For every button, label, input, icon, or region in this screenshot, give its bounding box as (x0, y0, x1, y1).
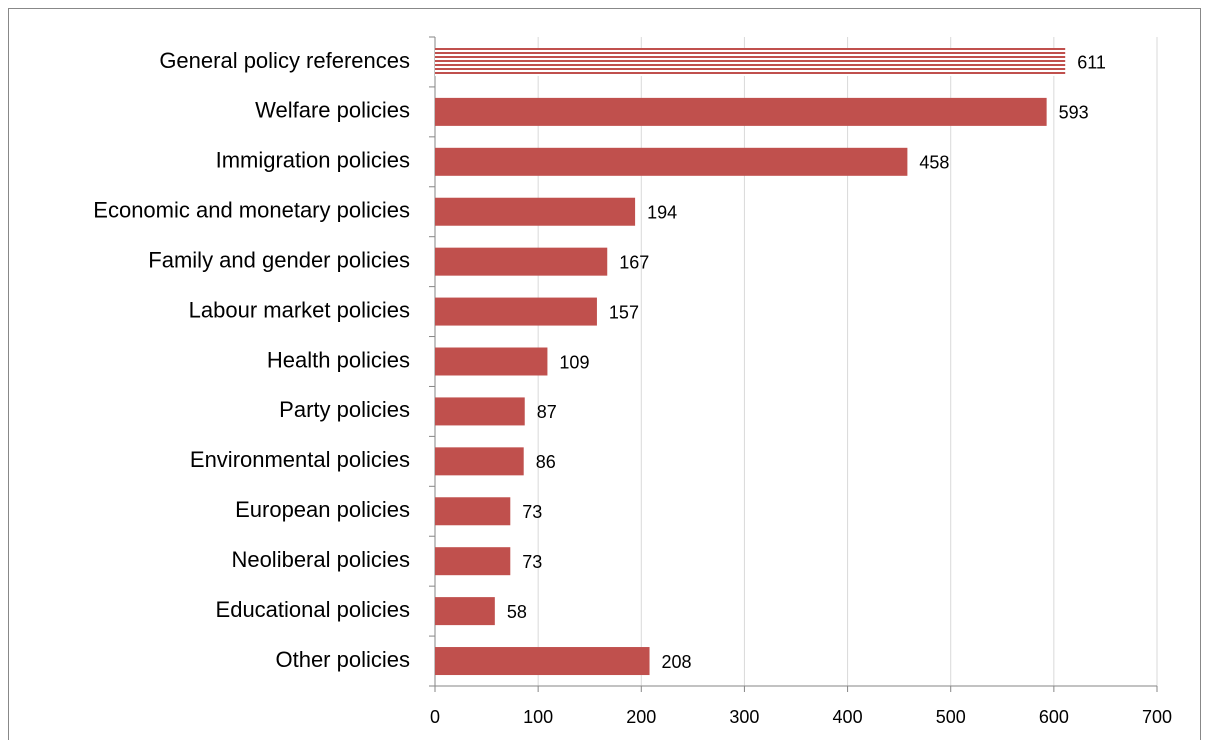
x-tick-label: 100 (523, 707, 553, 727)
bar (435, 347, 548, 376)
y-tick-label: Health policies (267, 347, 410, 372)
bar (435, 147, 908, 176)
y-tick-label: Educational policies (216, 597, 410, 622)
data-label: 611 (1077, 53, 1106, 73)
data-label: 58 (507, 602, 527, 622)
data-label: 73 (522, 502, 542, 522)
x-tick-label: 300 (729, 707, 759, 727)
bar (435, 247, 608, 276)
data-label: 86 (536, 452, 556, 472)
y-tick-label: General policy references (159, 48, 410, 73)
data-label: 87 (537, 402, 557, 422)
y-tick-label: Family and gender policies (148, 247, 410, 272)
bar (435, 97, 1047, 126)
bar (435, 597, 495, 626)
data-label: 157 (609, 302, 639, 322)
y-tick-label: Welfare policies (255, 98, 410, 123)
x-tick-label: 600 (1039, 707, 1069, 727)
bar (435, 547, 511, 576)
data-label: 593 (1059, 103, 1089, 123)
y-tick-label: Other policies (275, 647, 410, 672)
bar (435, 197, 636, 226)
y-tick-label: Environmental policies (190, 447, 410, 472)
bar (435, 497, 511, 526)
data-label: 208 (662, 652, 692, 672)
bar (435, 447, 524, 476)
x-tick-label: 700 (1142, 707, 1172, 727)
data-label: 167 (619, 252, 649, 272)
x-tick-label: 500 (936, 707, 966, 727)
data-label: 458 (919, 153, 949, 173)
data-label: 109 (559, 352, 589, 372)
y-tick-label: Economic and monetary policies (93, 198, 410, 223)
bar (435, 647, 650, 676)
data-label: 73 (522, 552, 542, 572)
data-label: 194 (647, 202, 677, 222)
bar (435, 397, 525, 426)
x-tick-label: 0 (430, 707, 440, 727)
bar (435, 47, 1066, 76)
y-tick-label: Neoliberal policies (231, 547, 410, 572)
y-tick-label: Party policies (279, 397, 410, 422)
y-tick-label: European policies (235, 497, 410, 522)
chart-frame (8, 8, 1201, 740)
bar (435, 297, 597, 326)
x-tick-label: 400 (833, 707, 863, 727)
y-tick-label: Immigration policies (216, 148, 410, 173)
x-tick-label: 200 (626, 707, 656, 727)
y-tick-label: Labour market policies (189, 297, 410, 322)
